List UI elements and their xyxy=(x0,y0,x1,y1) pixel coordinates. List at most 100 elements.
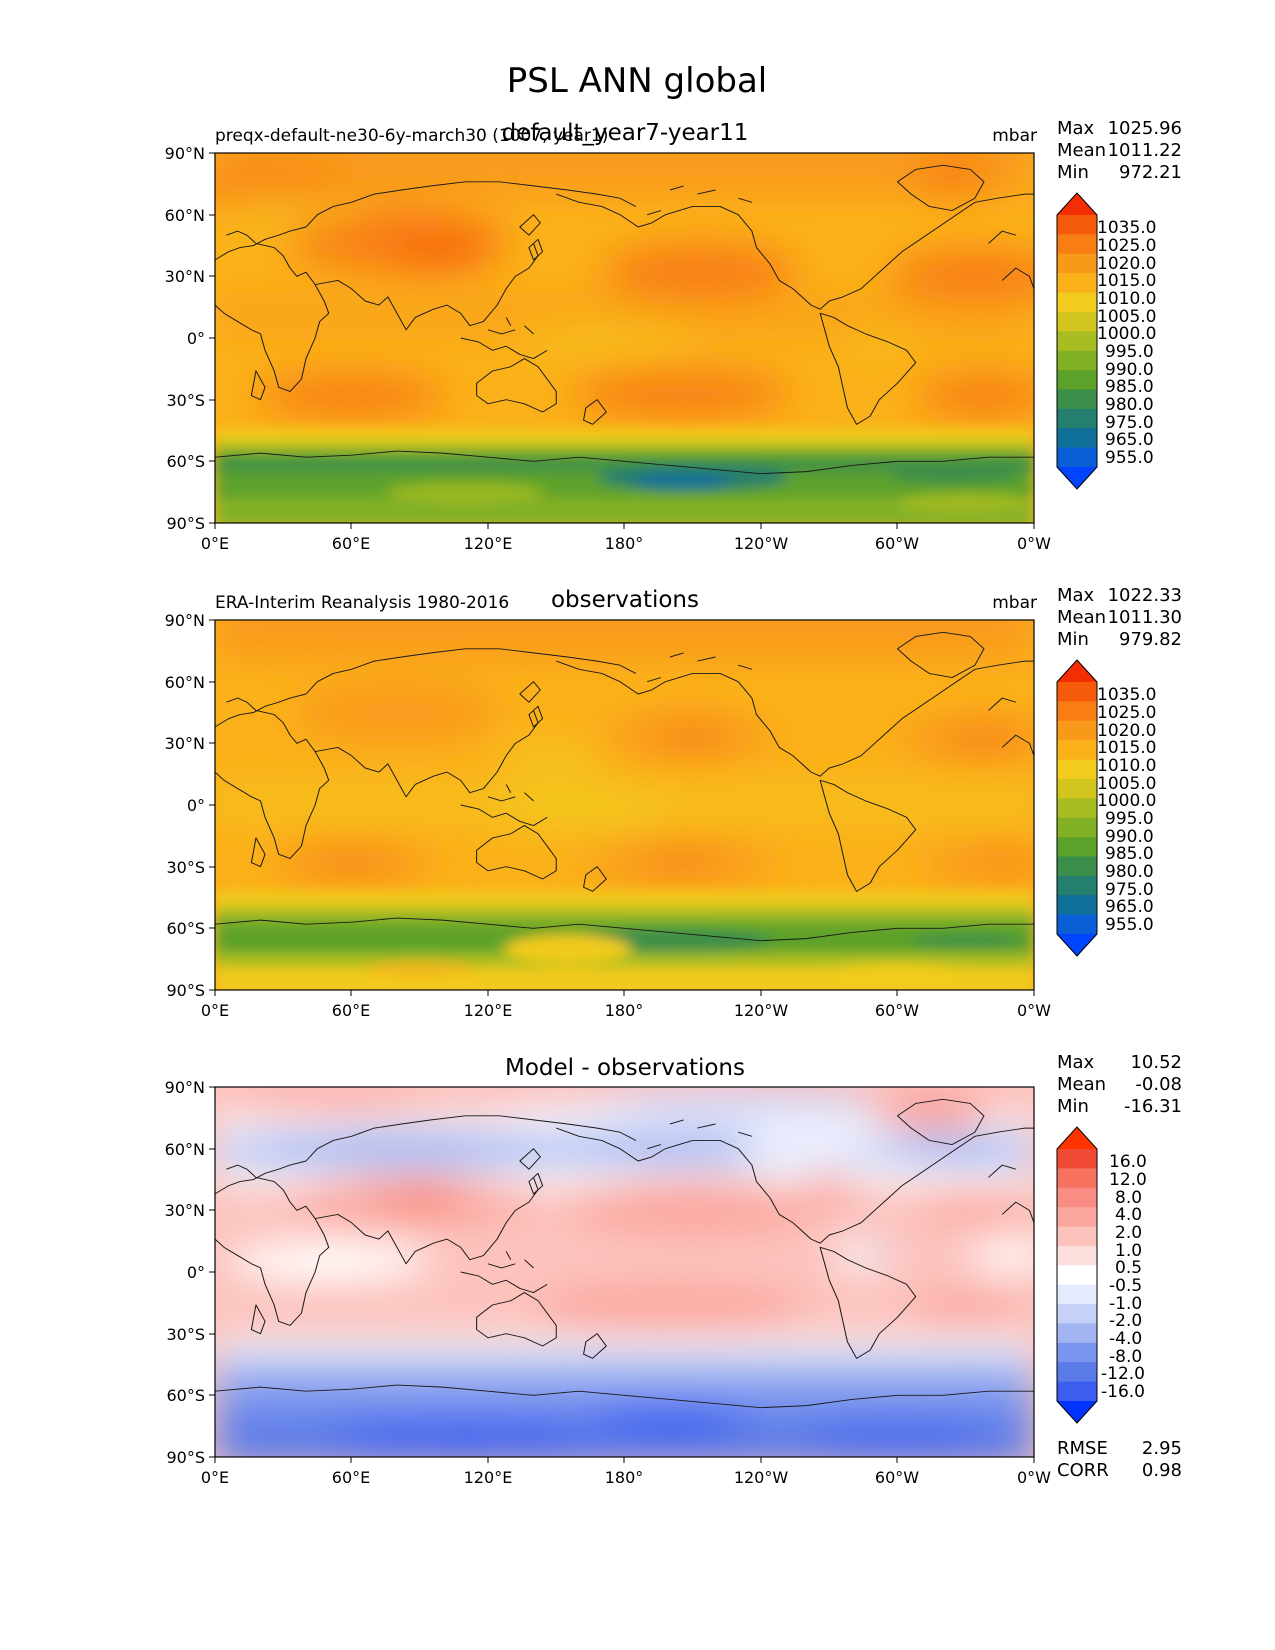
svg-text:120°W: 120°W xyxy=(734,534,789,553)
map-area xyxy=(214,1086,1035,1458)
colorbar-label: 955.0 xyxy=(1105,915,1154,935)
colorbar-label: 965.0 xyxy=(1105,897,1154,917)
colorbar-label: 990.0 xyxy=(1105,827,1154,847)
lat-tick: 90°S xyxy=(166,981,215,1000)
metric-corr-value: 0.98 xyxy=(1142,1460,1182,1481)
colorbar-label: -8.0 xyxy=(1109,1347,1142,1367)
colorbar-label: 1010.0 xyxy=(1097,289,1156,309)
stat-mean-value: 1011.22 xyxy=(1108,140,1182,161)
panel-left-label: preqx-default-ne30-6y-march30 (1007, yea… xyxy=(215,126,608,146)
colorbar-segment xyxy=(1057,1284,1097,1305)
colorbar-label: 4.0 xyxy=(1115,1205,1142,1225)
stat-min-value: -16.31 xyxy=(1124,1096,1182,1117)
colorbar-extend-max xyxy=(1057,193,1097,215)
svg-text:0°: 0° xyxy=(187,329,205,348)
colorbar xyxy=(1056,1126,1098,1424)
panel-model: preqx-default-ne30-6y-march30 (1007, yea… xyxy=(165,118,1182,553)
map-area xyxy=(214,619,1035,991)
svg-text:60°N: 60°N xyxy=(165,673,205,692)
lat-tick: 30°S xyxy=(166,858,215,877)
colorbar-label: 985.0 xyxy=(1105,377,1154,397)
svg-text:90°N: 90°N xyxy=(165,144,205,163)
lon-tick: 60°E xyxy=(332,990,370,1020)
svg-text:60°S: 60°S xyxy=(166,452,205,471)
colorbar-segment xyxy=(1057,1187,1097,1208)
metric-rmse-label: RMSE xyxy=(1057,1438,1108,1459)
colorbar-label: 12.0 xyxy=(1109,1170,1147,1190)
svg-text:60°S: 60°S xyxy=(166,919,205,938)
colorbar-label: 8.0 xyxy=(1115,1188,1142,1208)
colorbar-segment xyxy=(1057,428,1097,449)
colorbar-segment xyxy=(1057,1381,1097,1402)
lat-tick: 30°S xyxy=(166,1325,215,1344)
svg-text:0°: 0° xyxy=(187,1263,205,1282)
colorbar-extend-min xyxy=(1057,467,1097,489)
svg-text:30°S: 30°S xyxy=(166,391,205,410)
svg-text:0°E: 0°E xyxy=(201,1001,229,1020)
colorbar-label: 975.0 xyxy=(1105,880,1154,900)
lon-tick: 120°E xyxy=(464,523,512,553)
stat-mean-value: -0.08 xyxy=(1135,1074,1182,1095)
lat-tick: 60°N xyxy=(165,673,215,692)
lat-tick: 0° xyxy=(187,1263,215,1282)
stat-mean-value: 1011.30 xyxy=(1108,607,1182,628)
svg-text:90°S: 90°S xyxy=(166,514,205,533)
metric-rmse-value: 2.95 xyxy=(1142,1438,1182,1459)
svg-text:60°E: 60°E xyxy=(332,1001,370,1020)
lon-tick: 0°E xyxy=(201,523,229,553)
colorbar-label: -0.5 xyxy=(1109,1276,1142,1296)
lon-tick: 120°W xyxy=(734,1457,788,1487)
svg-text:30°N: 30°N xyxy=(165,267,205,286)
lat-tick: 0° xyxy=(187,329,215,348)
svg-text:60°N: 60°N xyxy=(165,1140,205,1159)
colorbar-segment xyxy=(1057,350,1097,371)
stat-max-label: Max xyxy=(1057,585,1095,606)
colorbar-segment xyxy=(1057,1265,1097,1286)
lon-tick: 60°W xyxy=(875,1457,919,1487)
lon-axis: 0°E 60°E 120°E 180° 120°W 60°W 0°W xyxy=(201,1457,1051,1487)
colorbar-label: 1020.0 xyxy=(1097,721,1156,741)
colorbar-label: 1020.0 xyxy=(1097,254,1156,274)
lon-tick: 60°W xyxy=(875,990,919,1020)
svg-text:0°E: 0°E xyxy=(201,1468,229,1487)
colorbar-segment xyxy=(1057,234,1097,255)
panel-units: mbar xyxy=(992,126,1037,146)
lon-tick: 180° xyxy=(605,990,643,1020)
panel-units: mbar xyxy=(992,593,1037,613)
lat-tick: 0° xyxy=(187,796,215,815)
colorbar-label: 990.0 xyxy=(1105,360,1154,380)
colorbar xyxy=(1056,192,1098,490)
colorbar-segment xyxy=(1057,798,1097,819)
svg-text:60°E: 60°E xyxy=(332,534,370,553)
lon-tick: 0°E xyxy=(201,990,229,1020)
colorbar-segment xyxy=(1057,895,1097,916)
svg-text:120°E: 120°E xyxy=(464,1468,513,1487)
stats-block: Max 1022.33 Mean 1011.30 Min 979.82 xyxy=(1057,585,1182,650)
stat-min-label: Min xyxy=(1057,162,1089,183)
colorbar-label: 1010.0 xyxy=(1097,756,1156,776)
colorbar-label: 1015.0 xyxy=(1097,738,1156,758)
colorbar-extend-min xyxy=(1057,1401,1097,1423)
lon-tick: 60°E xyxy=(332,523,370,553)
lat-tick: 60°S xyxy=(166,452,215,471)
lat-axis: 90°N 60°N 30°N 0° 30°S 60°S 90°S xyxy=(165,1078,215,1467)
colorbar-segment xyxy=(1057,408,1097,429)
colorbar-outline xyxy=(1056,1126,1098,1424)
colorbar-label: 1000.0 xyxy=(1097,791,1156,811)
colorbar-label: 16.0 xyxy=(1109,1152,1147,1172)
panel-title: default_year7-year11 xyxy=(502,120,749,146)
colorbar-label: 1035.0 xyxy=(1097,218,1156,238)
metrics-block: RMSE 2.95 CORR 0.98 xyxy=(1057,1438,1182,1481)
lon-tick: 120°E xyxy=(464,990,512,1020)
panel-left-label: ERA-Interim Reanalysis 1980-2016 xyxy=(215,593,509,613)
lon-tick: 60°E xyxy=(332,1457,370,1487)
colorbar-segment xyxy=(1057,1168,1097,1189)
colorbar-segment xyxy=(1057,701,1097,722)
lat-tick: 60°S xyxy=(166,919,215,938)
colorbar-extend-min xyxy=(1057,934,1097,956)
stat-max-label: Max xyxy=(1057,118,1095,139)
lat-tick: 30°N xyxy=(165,1201,215,1220)
colorbar-label: 1025.0 xyxy=(1097,703,1156,723)
colorbar-label: 955.0 xyxy=(1105,448,1154,468)
lon-tick: 180° xyxy=(605,523,643,553)
